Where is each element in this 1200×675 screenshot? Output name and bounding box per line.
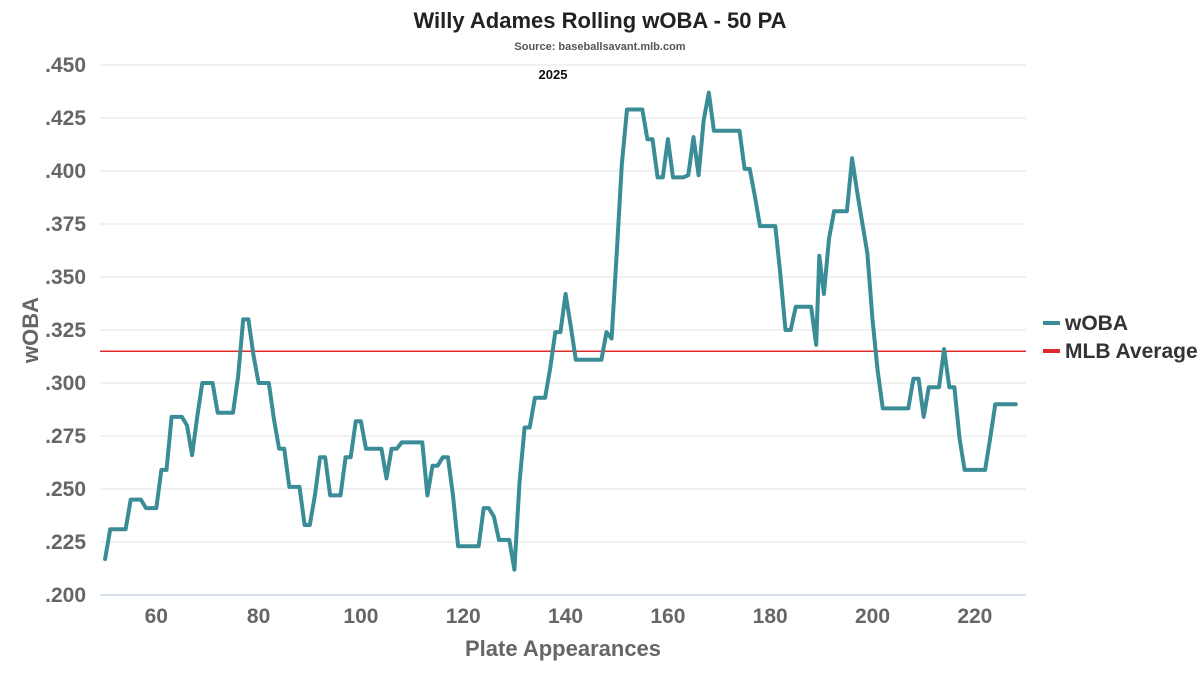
woba-series-line xyxy=(103,90,1018,572)
y-tick-label: .425 xyxy=(45,107,86,130)
legend-label-mlb-average: MLB Average xyxy=(1065,340,1198,363)
y-tick-label: .375 xyxy=(45,213,86,236)
y-tick-label: .325 xyxy=(45,319,86,342)
chart-subtitle: Source: baseballsavant.mlb.com xyxy=(514,41,685,53)
y-tick-label: .200 xyxy=(45,584,86,607)
y-tick-label: .450 xyxy=(45,54,86,77)
x-tick-label: 180 xyxy=(753,605,788,628)
x-tick-label: 60 xyxy=(145,605,168,628)
chart-title: Willy Adames Rolling wOBA - 50 PA xyxy=(413,8,786,33)
x-tick-label: 100 xyxy=(343,605,378,628)
x-tick-label: 120 xyxy=(446,605,481,628)
x-tick-label: 200 xyxy=(855,605,890,628)
y-tick-label: .300 xyxy=(45,372,86,395)
y-tick-label: .350 xyxy=(45,266,86,289)
x-tick-label: 140 xyxy=(548,605,583,628)
legend: wOBA MLB Average xyxy=(1043,312,1198,363)
x-axis-label: Plate Appearances xyxy=(465,636,661,661)
y-tick-label: .400 xyxy=(45,160,86,183)
gridlines xyxy=(100,64,1026,543)
y-tick-label: .250 xyxy=(45,478,86,501)
y-axis-ticks: .200 .225 .250 .275 .300 .325 .350 .375 .400 .425… xyxy=(45,54,86,607)
season-annotation: 2025 xyxy=(539,67,568,82)
x-tick-label: 220 xyxy=(957,605,992,628)
x-axis-ticks: 60 80 100 120 140 160 180 200 220 xyxy=(145,605,993,628)
y-tick-label: .275 xyxy=(45,425,86,448)
x-tick-label: 80 xyxy=(247,605,270,628)
x-tick-label: 160 xyxy=(650,605,685,628)
y-axis-label: wOBA xyxy=(18,297,43,364)
legend-label-woba: wOBA xyxy=(1064,312,1128,335)
y-tick-label: .225 xyxy=(45,531,86,554)
